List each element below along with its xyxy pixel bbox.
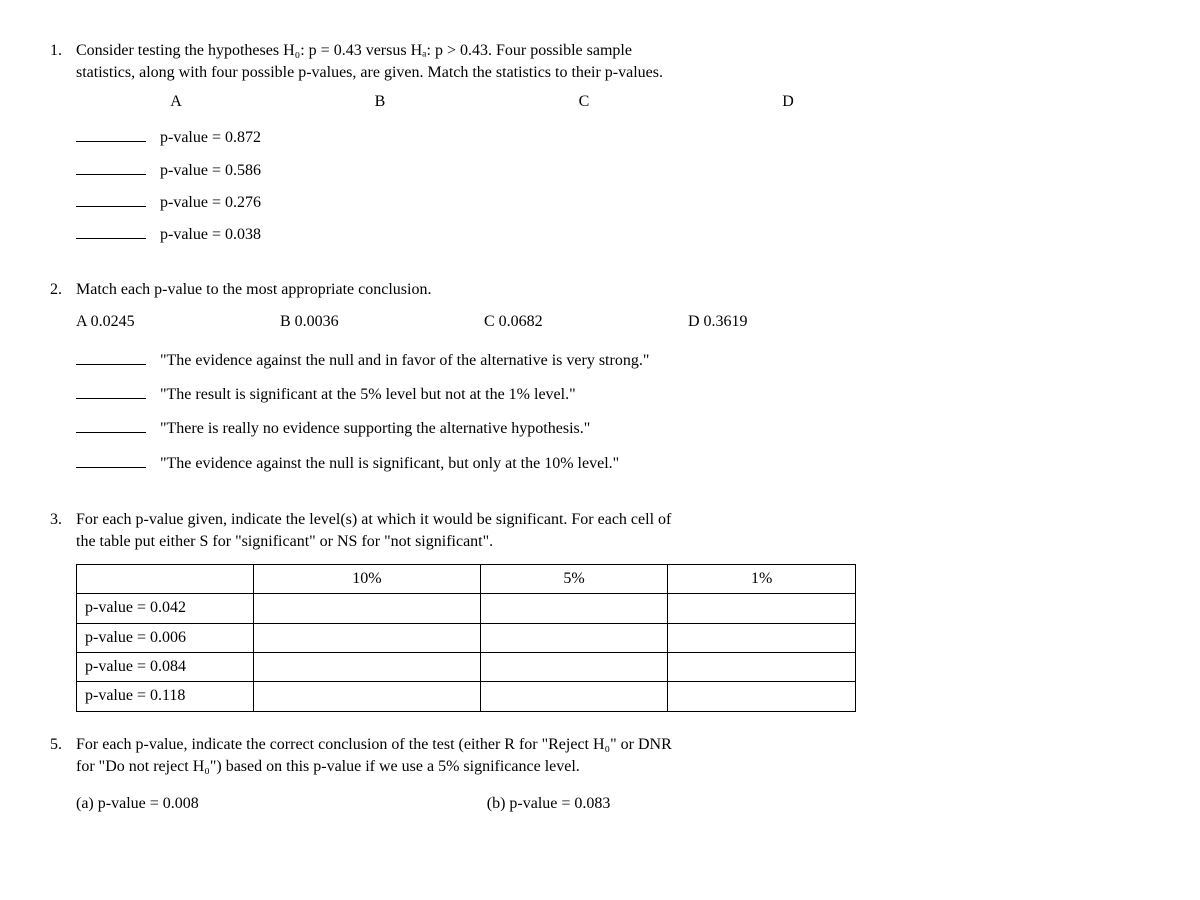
q1-row1: p-value = 0.872 — [160, 129, 261, 146]
q2-choice-a: A 0.0245 — [76, 311, 276, 333]
table-cell — [668, 682, 856, 711]
table-cell — [254, 594, 481, 623]
q2-choice-b: B 0.0036 — [280, 311, 480, 333]
blank-line — [76, 160, 146, 175]
q5-subparts: (a) p-value = 0.008 (b) p-value = 0.083 — [76, 793, 1146, 815]
q2-choice-d: D 0.3619 — [688, 311, 888, 333]
q1-letter-b: B — [280, 91, 480, 113]
table-cell — [480, 623, 668, 652]
q1-text-line1: Consider testing the hypotheses H₀: p = … — [76, 42, 632, 59]
table-cell — [480, 653, 668, 682]
q1-letter-row: A B C D — [76, 91, 1146, 113]
table-header-1: 1% — [668, 564, 856, 593]
q3-text-line1: For each p-value given, indicate the lev… — [76, 511, 671, 528]
table-header-5: 5% — [480, 564, 668, 593]
table-row: p-value = 0.006 — [77, 623, 856, 652]
q1-letter-c: C — [484, 91, 684, 113]
q5-part-a: (a) p-value = 0.008 — [76, 793, 199, 815]
q1-row2: p-value = 0.586 — [160, 162, 261, 179]
q3-row2-label: p-value = 0.006 — [77, 623, 254, 652]
question-3: 3. For each p-value given, indicate the … — [50, 509, 1150, 712]
blank-line — [76, 384, 146, 399]
q3-row4-label: p-value = 0.118 — [77, 682, 254, 711]
table-cell — [254, 653, 481, 682]
q1-text-line2: statistics, along with four possible p-v… — [76, 64, 663, 81]
q1-letter-a: A — [76, 91, 276, 113]
q3-body: For each p-value given, indicate the lev… — [76, 509, 1146, 712]
q2-text: Match each p-value to the most appropria… — [76, 281, 431, 298]
q5-number: 5. — [50, 734, 72, 756]
q1-number: 1. — [50, 40, 72, 62]
q3-row1-label: p-value = 0.042 — [77, 594, 254, 623]
table-cell — [668, 653, 856, 682]
q2-number: 2. — [50, 279, 72, 301]
q5-text-line1: For each p-value, indicate the correct c… — [76, 736, 672, 753]
q3-row3-label: p-value = 0.084 — [77, 653, 254, 682]
q1-letter-d: D — [688, 91, 888, 113]
q3-text-line2: the table put either S for "significant"… — [76, 533, 493, 550]
table-cell — [668, 623, 856, 652]
q3-number: 3. — [50, 509, 72, 531]
table-cell — [480, 682, 668, 711]
q1-row4: p-value = 0.038 — [160, 226, 261, 243]
q3-table: 10% 5% 1% p-value = 0.042 p-value = 0.00… — [76, 564, 856, 712]
table-row: p-value = 0.042 — [77, 594, 856, 623]
q2-stmt1: "The evidence against the null and in fa… — [160, 352, 649, 369]
question-2: 2. Match each p-value to the most approp… — [50, 279, 1150, 487]
table-header-10: 10% — [254, 564, 481, 593]
q1-row3: p-value = 0.276 — [160, 194, 261, 211]
q5-text-line2: for "Do not reject H₀") based on this p-… — [76, 758, 580, 775]
blank-line — [76, 350, 146, 365]
blank-line — [76, 127, 146, 142]
q5-part-b: (b) p-value = 0.083 — [487, 793, 611, 815]
blank-line — [76, 418, 146, 433]
question-5: 5. For each p-value, indicate the correc… — [50, 734, 1150, 815]
blank-line — [76, 453, 146, 468]
blank-line — [76, 224, 146, 239]
q2-statement-rows: "The evidence against the null and in fa… — [76, 350, 1146, 476]
q2-choice-c: C 0.0682 — [484, 311, 684, 333]
q2-stmt2: "The result is significant at the 5% lev… — [160, 386, 576, 403]
q2-stmt4: "The evidence against the null is signif… — [160, 455, 619, 472]
q2-choices-row: A 0.0245 B 0.0036 C 0.0682 D 0.3619 — [76, 311, 1146, 333]
question-1: 1. Consider testing the hypotheses H₀: p… — [50, 40, 1150, 257]
table-cell — [254, 682, 481, 711]
table-cell — [668, 594, 856, 623]
q5-body: For each p-value, indicate the correct c… — [76, 734, 1146, 815]
blank-line — [76, 192, 146, 207]
table-header-row: 10% 5% 1% — [77, 564, 856, 593]
table-row: p-value = 0.084 — [77, 653, 856, 682]
q2-stmt3: "There is really no evidence supporting … — [160, 420, 590, 437]
table-cell — [254, 623, 481, 652]
q1-body: Consider testing the hypotheses H₀: p = … — [76, 40, 1146, 257]
q2-body: Match each p-value to the most appropria… — [76, 279, 1146, 487]
q1-pvalue-rows: p-value = 0.872 p-value = 0.586 p-value … — [76, 127, 1146, 247]
table-row: p-value = 0.118 — [77, 682, 856, 711]
table-header-blank — [77, 564, 254, 593]
table-cell — [480, 594, 668, 623]
